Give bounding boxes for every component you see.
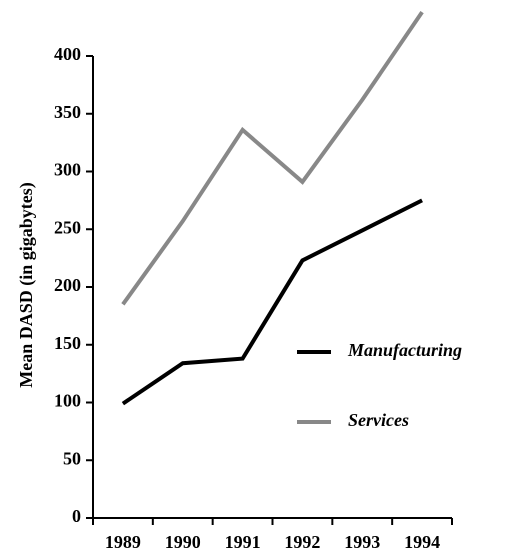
x-tick-label: 1990 [165, 532, 201, 552]
y-tick-label: 250 [54, 217, 81, 237]
legend-label: Services [348, 410, 409, 430]
y-tick-label: 200 [54, 275, 81, 295]
y-tick-label: 150 [54, 333, 81, 353]
y-axis-label: Mean DASD (in gigabytes) [16, 182, 37, 388]
y-tick-label: 50 [63, 448, 81, 468]
line-series [121, 10, 424, 306]
x-tick-label: 1992 [284, 532, 320, 552]
line-series [121, 198, 423, 406]
y-tick-label: 100 [54, 391, 81, 411]
x-tick-label: 1994 [404, 532, 440, 552]
x-tick-label: 1993 [344, 532, 380, 552]
y-tick-label: 400 [54, 44, 81, 64]
legend-label: Manufacturing [347, 340, 462, 360]
y-tick-label: 300 [54, 160, 81, 180]
y-tick-label: 0 [72, 506, 81, 526]
x-tick-label: 1989 [105, 532, 141, 552]
x-tick-label: 1991 [225, 532, 261, 552]
y-tick-label: 350 [54, 102, 81, 122]
